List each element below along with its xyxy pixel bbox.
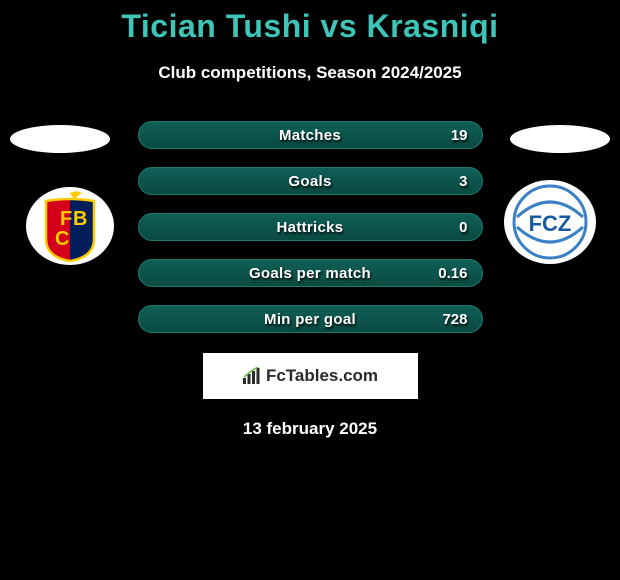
- svg-text:F: F: [60, 208, 72, 230]
- stat-row: Matches 19: [138, 121, 483, 149]
- player-avatar-right-placeholder: [510, 125, 610, 153]
- stat-value-right: 19: [451, 127, 468, 144]
- chart-icon: [242, 367, 262, 385]
- date-text: 13 february 2025: [243, 419, 377, 439]
- stat-row: Goals per match 0.16: [138, 259, 483, 287]
- stat-label: Hattricks: [277, 219, 344, 236]
- fc-zurich-crest-icon: FCZ: [502, 179, 598, 265]
- stats-list: Matches 19 Goals 3 Hattricks 0 Goals per…: [138, 121, 483, 333]
- logo-text: FcTables.com: [266, 366, 378, 386]
- comparison-title: Tician Tushi vs Krasniqi: [121, 8, 498, 45]
- team-badge-right: FCZ: [502, 179, 598, 265]
- stat-row: Goals 3: [138, 167, 483, 195]
- player-avatar-left-placeholder: [10, 125, 110, 153]
- stat-label: Goals: [288, 173, 331, 190]
- svg-text:C: C: [55, 228, 69, 250]
- stat-value-right: 728: [442, 311, 467, 328]
- comparison-subtitle: Club competitions, Season 2024/2025: [158, 63, 461, 83]
- stat-value-right: 0: [459, 219, 467, 236]
- stat-label: Goals per match: [249, 265, 371, 282]
- stat-row: Hattricks 0: [138, 213, 483, 241]
- svg-text:B: B: [73, 208, 87, 230]
- stat-label: Matches: [279, 127, 341, 144]
- fctables-logo: FcTables.com: [203, 353, 418, 399]
- stat-value-right: 3: [459, 173, 467, 190]
- stat-value-right: 0.16: [438, 265, 467, 282]
- svg-text:FCZ: FCZ: [529, 211, 572, 236]
- stats-section: F C B FCZ Matches 19 Goals 3: [0, 121, 620, 333]
- stat-row: Min per goal 728: [138, 305, 483, 333]
- stat-label: Min per goal: [264, 311, 356, 328]
- fc-basel-crest-icon: F C B: [22, 179, 118, 265]
- team-badge-left: F C B: [22, 179, 118, 265]
